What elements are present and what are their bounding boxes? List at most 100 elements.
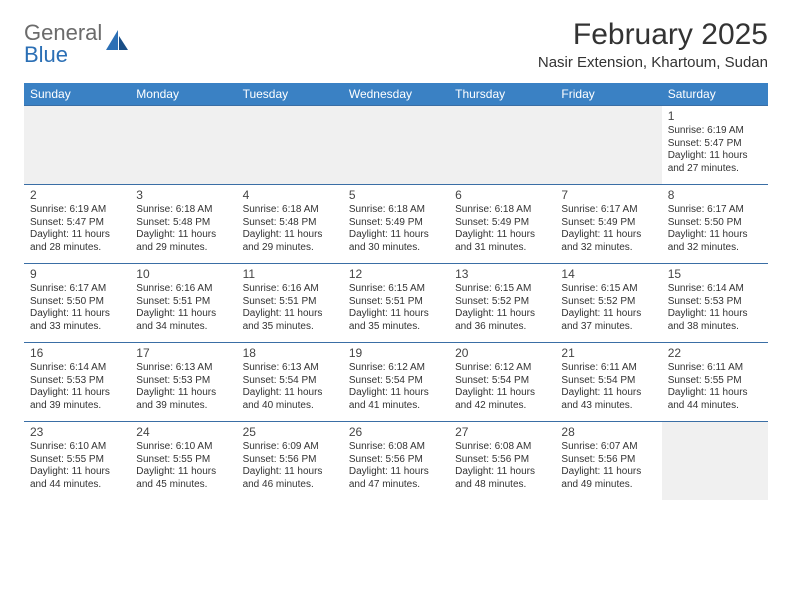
calendar-day: 26Sunrise: 6:08 AMSunset: 5:56 PMDayligh… xyxy=(343,422,449,500)
month-title: February 2025 xyxy=(538,18,768,52)
sunrise-line: Sunrise: 6:09 AM xyxy=(243,441,337,454)
sunset-line: Sunset: 5:54 PM xyxy=(243,375,337,388)
sunset-line: Sunset: 5:48 PM xyxy=(243,217,337,230)
day-number: 27 xyxy=(455,425,549,440)
sunrise-line: Sunrise: 6:15 AM xyxy=(561,283,655,296)
sunrise-line: Sunrise: 6:14 AM xyxy=(30,362,124,375)
day-number: 9 xyxy=(30,267,124,282)
day-number: 14 xyxy=(561,267,655,282)
sunset-line: Sunset: 5:53 PM xyxy=(30,375,124,388)
calendar-day xyxy=(237,106,343,184)
sunrise-line: Sunrise: 6:17 AM xyxy=(668,204,762,217)
calendar-day xyxy=(24,106,130,184)
sunset-line: Sunset: 5:52 PM xyxy=(455,296,549,309)
sunset-line: Sunset: 5:49 PM xyxy=(455,217,549,230)
calendar-week: 23Sunrise: 6:10 AMSunset: 5:55 PM Dayligh… xyxy=(24,421,768,500)
daylight-line: Daylight: 11 hours and 44 minutes. xyxy=(668,387,762,412)
sunset-line: Sunset: 5:54 PM xyxy=(349,375,443,388)
sunset-line: Sunset: 5:56 PM xyxy=(349,454,443,467)
dow-cell: Thursday xyxy=(449,83,555,105)
brand-logo: General Blue xyxy=(24,22,130,66)
sunrise-line: Sunrise: 6:15 AM xyxy=(455,283,549,296)
dow-cell: Friday xyxy=(555,83,661,105)
day-number: 15 xyxy=(668,267,762,282)
day-number: 13 xyxy=(455,267,549,282)
sunset-line: Sunset: 5:53 PM xyxy=(136,375,230,388)
calendar-day: 11Sunrise: 6:16 AMSunset: 5:51 PMDayligh… xyxy=(237,264,343,342)
calendar-week: 16Sunrise: 6:14 AMSunset: 5:53 PMDayligh… xyxy=(24,342,768,421)
calendar-day: 4Sunrise: 6:18 AMSunset: 5:48 PMDaylight… xyxy=(237,185,343,263)
calendar-day: 24Sunrise: 6:10 AMSunset: 5:55 PMDayligh… xyxy=(130,422,236,500)
sunset-line: Sunset: 5:56 PM xyxy=(243,454,337,467)
calendar-day: 3Sunrise: 6:18 AMSunset: 5:48 PMDaylight… xyxy=(130,185,236,263)
dow-cell: Sunday xyxy=(24,83,130,105)
daylight-line: Daylight: 11 hours and 31 minutes. xyxy=(455,229,549,254)
daylight-line: Daylight: 11 hours and 28 minutes. xyxy=(30,229,124,254)
daylight-line: Daylight: 11 hours and 35 minutes. xyxy=(243,308,337,333)
calendar-week: 1Sunrise: 6:19 AMSunset: 5:47 PMDaylight… xyxy=(24,105,768,184)
calendar-day: 12Sunrise: 6:15 AMSunset: 5:51 PMDayligh… xyxy=(343,264,449,342)
sunset-line: Sunset: 5:47 PM xyxy=(30,217,124,230)
sunrise-line: Sunrise: 6:18 AM xyxy=(243,204,337,217)
calendar-grid: SundayMondayTuesdayWednesdayThursdayFrid… xyxy=(24,83,768,500)
day-number: 23 xyxy=(30,425,124,440)
sunset-line: Sunset: 5:56 PM xyxy=(455,454,549,467)
day-number: 11 xyxy=(243,267,337,282)
daylight-line: Daylight: 11 hours and 32 minutes. xyxy=(668,229,762,254)
sunset-line: Sunset: 5:54 PM xyxy=(455,375,549,388)
day-number: 8 xyxy=(668,188,762,203)
day-number: 17 xyxy=(136,346,230,361)
calendar-day xyxy=(662,422,768,500)
sunrise-line: Sunrise: 6:11 AM xyxy=(668,362,762,375)
day-number: 26 xyxy=(349,425,443,440)
day-of-week-header: SundayMondayTuesdayWednesdayThursdayFrid… xyxy=(24,83,768,105)
calendar-day: 8Sunrise: 6:17 AMSunset: 5:50 PMDaylight… xyxy=(662,185,768,263)
calendar-day: 13Sunrise: 6:15 AMSunset: 5:52 PMDayligh… xyxy=(449,264,555,342)
sunrise-line: Sunrise: 6:18 AM xyxy=(455,204,549,217)
daylight-line: Daylight: 11 hours and 48 minutes. xyxy=(455,466,549,491)
calendar-day: 15Sunrise: 6:14 AMSunset: 5:53 PMDayligh… xyxy=(662,264,768,342)
dow-cell: Tuesday xyxy=(237,83,343,105)
daylight-line: Daylight: 11 hours and 32 minutes. xyxy=(561,229,655,254)
location-subtitle: Nasir Extension, Khartoum, Sudan xyxy=(538,54,768,71)
daylight-line: Daylight: 11 hours and 33 minutes. xyxy=(30,308,124,333)
sunset-line: Sunset: 5:56 PM xyxy=(561,454,655,467)
daylight-line: Daylight: 11 hours and 39 minutes. xyxy=(136,387,230,412)
calendar-day: 1Sunrise: 6:19 AMSunset: 5:47 PMDaylight… xyxy=(662,106,768,184)
title-block: February 2025 Nasir Extension, Khartoum,… xyxy=(538,18,768,71)
sunrise-line: Sunrise: 6:19 AM xyxy=(668,125,762,138)
daylight-line: Daylight: 11 hours and 35 minutes. xyxy=(349,308,443,333)
day-number: 20 xyxy=(455,346,549,361)
calendar-day: 25Sunrise: 6:09 AMSunset: 5:56 PMDayligh… xyxy=(237,422,343,500)
daylight-line: Daylight: 11 hours and 30 minutes. xyxy=(349,229,443,254)
sunrise-line: Sunrise: 6:10 AM xyxy=(30,441,124,454)
sunset-line: Sunset: 5:55 PM xyxy=(30,454,124,467)
calendar-day: 5Sunrise: 6:18 AMSunset: 5:49 PMDaylight… xyxy=(343,185,449,263)
calendar-day: 9Sunrise: 6:17 AMSunset: 5:50 PMDaylight… xyxy=(24,264,130,342)
calendar-day xyxy=(130,106,236,184)
calendar-day: 20Sunrise: 6:12 AMSunset: 5:54 PMDayligh… xyxy=(449,343,555,421)
sunrise-line: Sunrise: 6:13 AM xyxy=(136,362,230,375)
calendar-weeks: 1Sunrise: 6:19 AMSunset: 5:47 PMDaylight… xyxy=(24,105,768,500)
daylight-line: Daylight: 11 hours and 37 minutes. xyxy=(561,308,655,333)
day-number: 21 xyxy=(561,346,655,361)
daylight-line: Daylight: 11 hours and 41 minutes. xyxy=(349,387,443,412)
sail-icon xyxy=(104,28,130,61)
sunset-line: Sunset: 5:51 PM xyxy=(349,296,443,309)
sunset-line: Sunset: 5:54 PM xyxy=(561,375,655,388)
calendar-day: 18Sunrise: 6:13 AMSunset: 5:54 PMDayligh… xyxy=(237,343,343,421)
day-number: 5 xyxy=(349,188,443,203)
calendar-day: 19Sunrise: 6:12 AMSunset: 5:54 PMDayligh… xyxy=(343,343,449,421)
calendar-day: 16Sunrise: 6:14 AMSunset: 5:53 PMDayligh… xyxy=(24,343,130,421)
daylight-line: Daylight: 11 hours and 39 minutes. xyxy=(30,387,124,412)
dow-cell: Monday xyxy=(130,83,236,105)
header: General Blue February 2025 Nasir Extensi… xyxy=(24,18,768,71)
sunset-line: Sunset: 5:47 PM xyxy=(668,138,762,151)
sunrise-line: Sunrise: 6:17 AM xyxy=(561,204,655,217)
day-number: 2 xyxy=(30,188,124,203)
sunrise-line: Sunrise: 6:14 AM xyxy=(668,283,762,296)
daylight-line: Daylight: 11 hours and 27 minutes. xyxy=(668,150,762,175)
dow-cell: Wednesday xyxy=(343,83,449,105)
sunrise-line: Sunrise: 6:16 AM xyxy=(136,283,230,296)
calendar-day: 23Sunrise: 6:10 AMSunset: 5:55 PMDayligh… xyxy=(24,422,130,500)
